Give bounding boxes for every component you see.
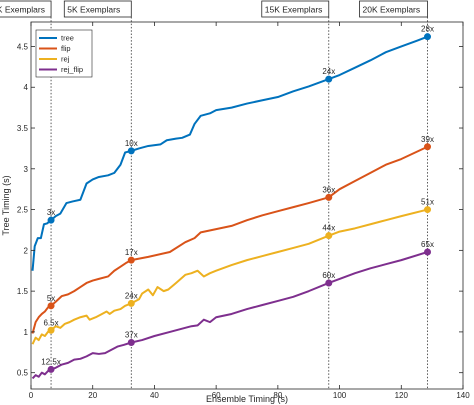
speedup-label: 6.5x: [43, 318, 58, 327]
legend-label: rej_flip: [61, 65, 83, 74]
legend-label: tree: [61, 34, 74, 43]
y-tick-label: 2.5: [17, 206, 29, 215]
exemplar-banner-label: 1K Exemplars: [0, 5, 45, 15]
speedup-label: 51x: [421, 198, 434, 207]
exemplar-banner-box: [261, 0, 330, 18]
series-marker: [424, 206, 432, 214]
x-tick-label: 80: [273, 391, 282, 400]
series-marker: [325, 193, 333, 201]
speedup-label: 37x: [125, 331, 138, 340]
speedup-label: 12.5x: [41, 357, 61, 366]
speedup-label: 10x: [125, 139, 138, 148]
x-tick-label: 100: [333, 391, 347, 400]
x-tick-label: 20: [88, 391, 97, 400]
speedup-annotations: 3x 10x 24x 28x 5x 17x 36x 39x 6.5x 24x 44x 51x 12.5x…: [41, 25, 434, 367]
series-marker: [127, 256, 135, 264]
y-tick-label: 0.5: [17, 369, 29, 378]
series-marker: [127, 299, 135, 307]
y-axis-ticks: 0.5 1 1.5 2 2.5 3 3.5 4 4.5: [17, 42, 463, 378]
series-marker: [424, 248, 432, 256]
speedup-label: 24x: [125, 291, 138, 300]
exemplar-banner-box: [0, 0, 52, 18]
y-tick-label: 2: [24, 246, 29, 255]
x-tick-label: 40: [150, 391, 159, 400]
x-tick-label: 140: [456, 391, 470, 400]
series-marker: [47, 326, 55, 334]
y-tick-label: 4.5: [17, 42, 29, 51]
series-marker: [325, 75, 333, 83]
y-tick-label: 3.5: [17, 124, 29, 133]
y-tick-label: 1.5: [17, 287, 29, 296]
x-axis-label: Ensemble Timing (s): [206, 394, 288, 404]
speedup-label: 17x: [125, 248, 138, 257]
speedup-label: 24x: [322, 67, 335, 76]
series-marker: [325, 232, 333, 240]
series-marker: [47, 302, 55, 310]
exemplar-guide-lines: [50, 17, 428, 389]
x-axis-ticks: 0 20 40 60 80 100 120 140: [29, 22, 470, 400]
exemplar-banner-label: 15K Exemplars: [265, 5, 323, 15]
speedup-label: 39x: [421, 135, 434, 144]
y-tick-label: 3: [24, 165, 29, 174]
x-tick-label: 120: [395, 391, 409, 400]
series-marker: [47, 365, 55, 373]
series-line-tree: [31, 35, 428, 271]
x-tick-label: 60: [212, 391, 221, 400]
speedup-label: 36x: [322, 185, 335, 194]
speedup-label: 5x: [47, 294, 55, 303]
x-tick-label: 0: [29, 391, 34, 400]
series-line-rej: [31, 208, 428, 345]
speedup-label: 28x: [421, 25, 434, 34]
exemplar-banner-box: [63, 0, 132, 18]
y-tick-label: 1: [24, 328, 29, 337]
speedup-label: 60x: [322, 271, 335, 280]
plot-area-frame: [30, 21, 464, 390]
series-marker: [424, 33, 432, 41]
y-tick-label: 4: [24, 83, 29, 92]
exemplar-banners: 1K Exemplars 5K Exemplars 15K Exemplars 20K…: [0, 0, 428, 18]
legend-label: flip: [61, 44, 71, 53]
exemplar-banner-label: 5K Exemplars: [67, 5, 120, 15]
series-line-rej-flip: [31, 251, 428, 380]
legend-label: rej: [61, 55, 70, 64]
series-line-flip: [31, 145, 428, 334]
speedup-label: 65x: [421, 240, 434, 249]
exemplar-banner-label: 20K Exemplars: [363, 5, 421, 15]
exemplar-banner-box: [359, 0, 428, 18]
y-axis-label: Tree Timing (s): [1, 175, 11, 235]
series-marker: [127, 147, 135, 155]
speedup-label: 44x: [322, 224, 335, 233]
speedup-label: 3x: [47, 208, 55, 217]
series-marker: [325, 279, 333, 287]
series-marker: [127, 339, 135, 347]
series-marker: [47, 216, 55, 224]
series-layer: [31, 33, 432, 380]
series-marker: [424, 143, 432, 151]
